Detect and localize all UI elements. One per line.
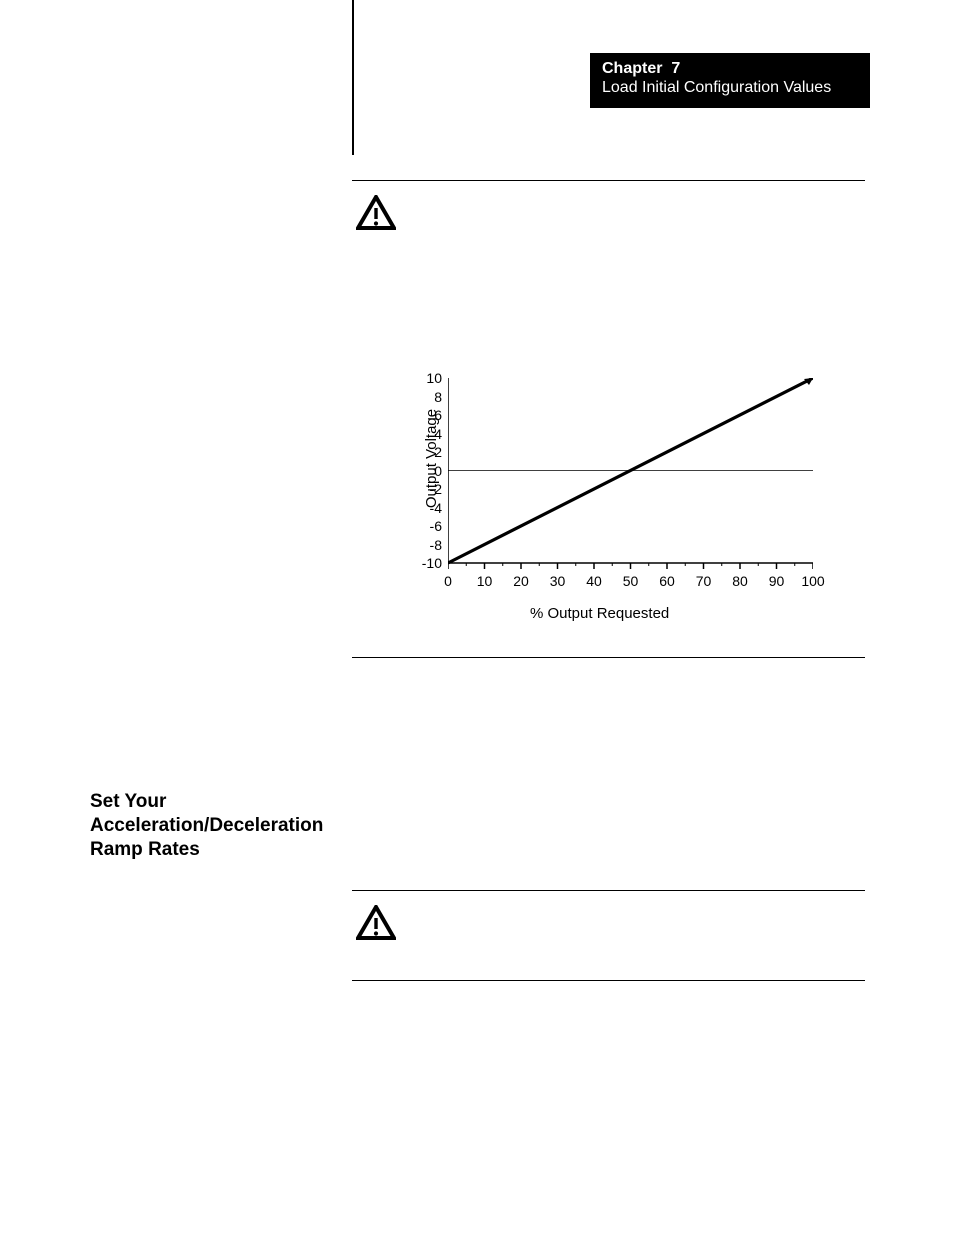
x-tick-label: 90 [765,573,789,589]
x-tick-label: 50 [619,573,643,589]
section-heading: Set Your Acceleration/Deceleration Ramp … [90,790,305,861]
horizontal-rule-4 [352,980,865,981]
y-tick-label: 0 [412,463,442,479]
chapter-header-box: Chapter 7 Load Initial Configuration Val… [590,53,870,108]
chapter-label-text: Chapter [602,60,662,77]
horizontal-rule-1 [352,180,865,181]
x-tick-label: 60 [655,573,679,589]
y-tick-label: -6 [412,518,442,534]
x-tick-label: 80 [728,573,752,589]
chart-x-axis-label: % Output Requested [530,605,669,622]
y-tick-label: -4 [412,500,442,516]
header-vertical-rule [352,0,354,155]
y-tick-label: -2 [412,481,442,497]
horizontal-rule-2 [352,657,865,658]
y-tick-label: -8 [412,537,442,553]
x-tick-label: 0 [436,573,460,589]
horizontal-rule-3 [352,890,865,891]
warning-icon [356,905,396,940]
chart-plot-area [448,378,813,573]
y-tick-label: 8 [412,389,442,405]
y-tick-label: 4 [412,426,442,442]
chapter-subtitle: Load Initial Configuration Values [602,78,858,97]
y-tick-label: -10 [412,555,442,571]
y-tick-label: 2 [412,444,442,460]
warning-icon [356,195,396,230]
x-tick-label: 40 [582,573,606,589]
y-tick-label: 6 [412,407,442,423]
chapter-label: Chapter 7 [602,59,858,78]
y-tick-label: 10 [412,370,442,386]
output-voltage-chart: Output Voltage % Output Requested -10-8-… [390,360,830,640]
x-tick-label: 70 [692,573,716,589]
chapter-number: 7 [671,60,680,77]
x-tick-label: 100 [801,573,825,589]
x-tick-label: 20 [509,573,533,589]
x-tick-label: 10 [473,573,497,589]
x-tick-label: 30 [546,573,570,589]
